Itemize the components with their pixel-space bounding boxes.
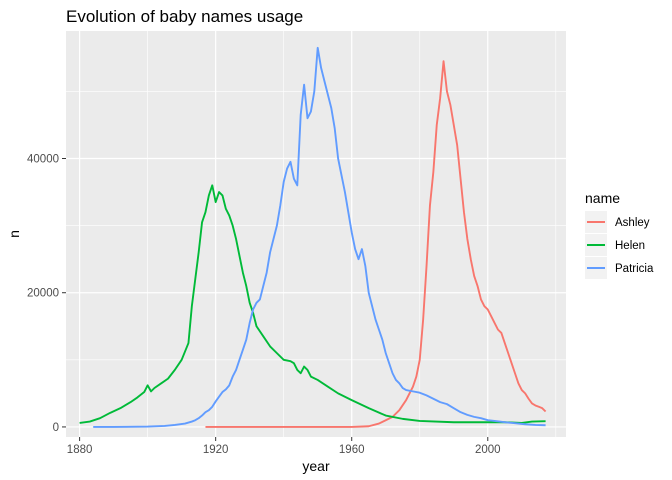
x-tick-label: 2000: [475, 444, 501, 456]
series-lines: [79, 46, 547, 428]
series-line-patricia: [93, 46, 546, 428]
legend: name Ashley Helen Patricia: [585, 190, 654, 279]
grid-minor: [66, 31, 566, 437]
legend-label-patricia: Patricia: [615, 263, 654, 275]
x-axis-label: year: [302, 458, 330, 474]
y-tick-label: 20000: [27, 288, 59, 300]
y-axis-label: n: [6, 230, 22, 238]
x-tick-label: 1880: [67, 444, 93, 456]
y-tick-label: 0: [53, 422, 59, 434]
series-line-ashley: [205, 60, 547, 428]
legend-label-helen: Helen: [615, 240, 645, 252]
x-tick-label: 1920: [203, 444, 229, 456]
series-line-helen: [79, 184, 546, 424]
plot-panel: [66, 31, 566, 437]
x-axis-ticks: 1880 1920 1960 2000: [67, 437, 501, 456]
legend-label-ashley: Ashley: [615, 217, 650, 229]
x-tick-label: 1960: [339, 444, 365, 456]
chart-title: Evolution of baby names usage: [66, 7, 303, 26]
y-axis-ticks: 0 20000 40000: [27, 154, 66, 434]
legend-title: name: [585, 190, 620, 206]
y-tick-label: 40000: [27, 154, 59, 166]
